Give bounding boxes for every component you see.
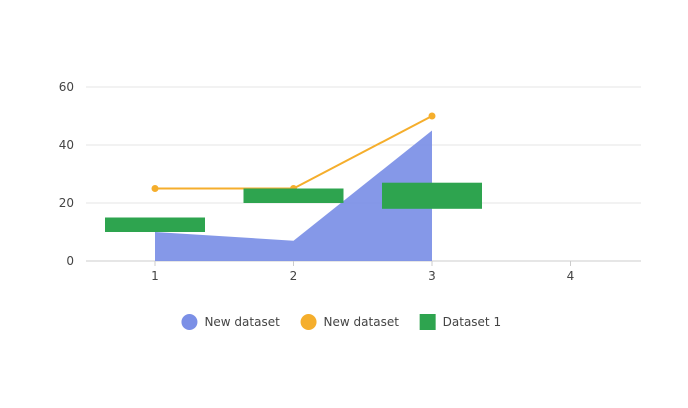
x-tick-label: 4	[567, 269, 575, 283]
legend-item[interactable]: New dataset	[300, 314, 400, 330]
legend-label: Dataset 1	[443, 315, 501, 329]
y-tick-label: 60	[59, 80, 74, 94]
legend-swatch-square	[419, 314, 436, 330]
y-tick-label: 40	[59, 138, 74, 152]
x-tick-label: 1	[151, 269, 159, 283]
legend-item[interactable]: New dataset	[181, 314, 280, 330]
y-axis: 0 20 40 60	[59, 80, 74, 268]
x-tick-label: 3	[428, 269, 436, 283]
legend-swatch-circle	[181, 314, 198, 330]
y-tick-label: 0	[66, 254, 74, 268]
bar[interactable]	[243, 188, 344, 204]
bar[interactable]	[105, 217, 205, 233]
bar[interactable]	[382, 182, 482, 209]
series-2-floating-bar	[105, 182, 482, 233]
y-tick-label: 20	[59, 196, 74, 210]
x-tick-label: 2	[290, 269, 298, 283]
area-fill	[155, 130, 432, 261]
legend-swatch-circle	[300, 314, 317, 330]
series-0-area	[155, 130, 432, 261]
legend-label: New dataset	[324, 315, 400, 329]
line-point[interactable]	[428, 112, 436, 120]
legend-item[interactable]: Dataset 1	[419, 314, 501, 330]
series	[105, 112, 482, 261]
line-point[interactable]	[151, 185, 159, 192]
legend-label: New dataset	[204, 315, 280, 329]
legend[interactable]: New dataset New dataset Dataset 1	[181, 314, 501, 330]
x-axis: 1 2 3 4	[86, 260, 641, 283]
